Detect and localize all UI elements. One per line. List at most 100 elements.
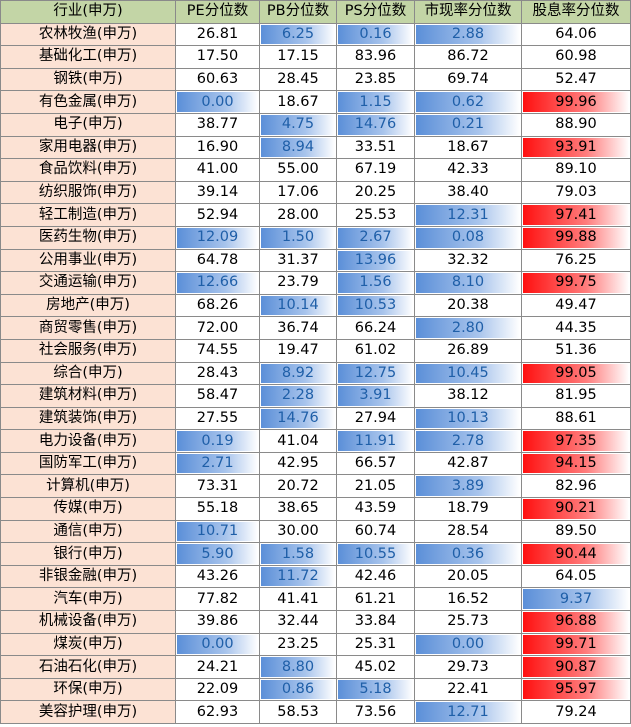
dividend-yield-percentile-cell[interactable]: 96.88 — [521, 610, 631, 634]
ps-percentile-cell[interactable]: 5.18 — [336, 677, 415, 702]
ps-percentile-cell[interactable]: 1.56 — [336, 271, 415, 295]
pe-percentile-cell[interactable]: 26.81 — [175, 22, 260, 47]
ps-percentile-cell[interactable]: 73.56 — [336, 700, 415, 724]
pcf-percentile-cell[interactable]: 69.74 — [414, 67, 522, 92]
pb-percentile-cell[interactable]: 1.50 — [259, 225, 337, 250]
pcf-percentile-cell[interactable]: 22.41 — [414, 677, 522, 702]
pb-percentile-cell[interactable]: 23.25 — [259, 632, 337, 657]
pcf-percentile-cell[interactable]: 10.13 — [414, 406, 522, 431]
dividend-yield-percentile-cell[interactable]: 52.47 — [521, 67, 631, 92]
ps-percentile-cell[interactable]: 0.16 — [336, 22, 415, 47]
pb-percentile-cell[interactable]: 8.94 — [259, 135, 337, 160]
pb-percentile-cell[interactable]: 10.14 — [259, 293, 337, 318]
pe-percentile-cell[interactable]: 39.14 — [175, 180, 260, 205]
pcf-percentile-cell[interactable]: 86.72 — [414, 45, 522, 69]
pb-percentile-cell[interactable]: 11.72 — [259, 564, 337, 589]
dividend-yield-percentile-cell[interactable]: 99.71 — [521, 632, 631, 657]
ps-percentile-cell[interactable]: 67.19 — [336, 158, 415, 182]
industry-name-cell[interactable]: 食品饮料(申万) — [0, 158, 176, 182]
ps-percentile-cell[interactable]: 66.57 — [336, 451, 415, 476]
industry-name-cell[interactable]: 通信(申万) — [0, 519, 176, 544]
pb-percentile-cell[interactable]: 4.75 — [259, 112, 337, 137]
pb-percentile-cell[interactable]: 58.53 — [259, 700, 337, 724]
pe-percentile-cell[interactable]: 10.71 — [175, 519, 260, 544]
pe-percentile-cell[interactable]: 72.00 — [175, 316, 260, 340]
dividend-yield-percentile-cell[interactable]: 64.06 — [521, 22, 631, 47]
pb-percentile-cell[interactable]: 31.37 — [259, 248, 337, 273]
pe-percentile-cell[interactable]: 58.47 — [175, 384, 260, 408]
pcf-percentile-cell[interactable]: 10.45 — [414, 361, 522, 386]
industry-name-cell[interactable]: 煤炭(申万) — [0, 632, 176, 657]
ps-percentile-cell[interactable]: 10.53 — [336, 293, 415, 318]
ps-percentile-cell[interactable]: 12.75 — [336, 361, 415, 386]
ps-percentile-cell[interactable]: 23.85 — [336, 67, 415, 92]
pb-percentile-cell[interactable]: 0.86 — [259, 677, 337, 702]
industry-name-cell[interactable]: 美容护理(申万) — [0, 700, 176, 724]
pcf-percentile-cell[interactable]: 28.54 — [414, 519, 522, 544]
pe-percentile-cell[interactable]: 2.71 — [175, 451, 260, 476]
pb-percentile-cell[interactable]: 2.28 — [259, 384, 337, 408]
pb-percentile-cell[interactable]: 17.15 — [259, 45, 337, 69]
industry-name-cell[interactable]: 环保(申万) — [0, 677, 176, 702]
pcf-percentile-cell[interactable]: 3.89 — [414, 474, 522, 499]
industry-name-cell[interactable]: 建筑材料(申万) — [0, 384, 176, 408]
pcf-percentile-cell[interactable]: 16.52 — [414, 587, 522, 612]
pe-percentile-cell[interactable]: 52.94 — [175, 203, 260, 227]
pe-percentile-cell[interactable]: 0.00 — [175, 90, 260, 114]
dividend-yield-percentile-cell[interactable]: 81.95 — [521, 384, 631, 408]
pb-percentile-cell[interactable]: 17.06 — [259, 180, 337, 205]
ps-percentile-cell[interactable]: 61.02 — [336, 338, 415, 363]
pb-percentile-cell[interactable]: 6.25 — [259, 22, 337, 47]
pcf-percentile-cell[interactable]: 2.88 — [414, 22, 522, 47]
ps-percentile-cell[interactable]: 13.96 — [336, 248, 415, 273]
pb-percentile-cell[interactable]: 14.76 — [259, 406, 337, 431]
pcf-percentile-cell[interactable]: 2.80 — [414, 316, 522, 340]
ps-percentile-cell[interactable]: 11.91 — [336, 429, 415, 453]
industry-name-cell[interactable]: 社会服务(申万) — [0, 338, 176, 363]
pb-percentile-cell[interactable]: 32.44 — [259, 610, 337, 634]
header-ps-percentile[interactable]: PS分位数 — [336, 0, 415, 24]
industry-name-cell[interactable]: 钢铁(申万) — [0, 67, 176, 92]
pe-percentile-cell[interactable]: 64.78 — [175, 248, 260, 273]
dividend-yield-percentile-cell[interactable]: 89.10 — [521, 158, 631, 182]
pe-percentile-cell[interactable]: 0.19 — [175, 429, 260, 453]
pcf-percentile-cell[interactable]: 0.00 — [414, 632, 522, 657]
pb-percentile-cell[interactable]: 28.45 — [259, 67, 337, 92]
dividend-yield-percentile-cell[interactable]: 51.36 — [521, 338, 631, 363]
dividend-yield-percentile-cell[interactable]: 99.05 — [521, 361, 631, 386]
industry-name-cell[interactable]: 非银金融(申万) — [0, 564, 176, 589]
pe-percentile-cell[interactable]: 39.86 — [175, 610, 260, 634]
pb-percentile-cell[interactable]: 41.04 — [259, 429, 337, 453]
industry-name-cell[interactable]: 汽车(申万) — [0, 587, 176, 612]
dividend-yield-percentile-cell[interactable]: 79.03 — [521, 180, 631, 205]
pe-percentile-cell[interactable]: 77.82 — [175, 587, 260, 612]
pb-percentile-cell[interactable]: 55.00 — [259, 158, 337, 182]
dividend-yield-percentile-cell[interactable]: 88.90 — [521, 112, 631, 137]
pe-percentile-cell[interactable]: 12.66 — [175, 271, 260, 295]
pcf-percentile-cell[interactable]: 0.36 — [414, 542, 522, 566]
dividend-yield-percentile-cell[interactable]: 94.15 — [521, 451, 631, 476]
pe-percentile-cell[interactable]: 17.50 — [175, 45, 260, 69]
pe-percentile-cell[interactable]: 12.09 — [175, 225, 260, 250]
industry-name-cell[interactable]: 电子(申万) — [0, 112, 176, 137]
pcf-percentile-cell[interactable]: 25.73 — [414, 610, 522, 634]
pcf-percentile-cell[interactable]: 0.08 — [414, 225, 522, 250]
ps-percentile-cell[interactable]: 33.84 — [336, 610, 415, 634]
pe-percentile-cell[interactable]: 73.31 — [175, 474, 260, 499]
industry-name-cell[interactable]: 轻工制造(申万) — [0, 203, 176, 227]
dividend-yield-percentile-cell[interactable]: 97.41 — [521, 203, 631, 227]
pe-percentile-cell[interactable]: 43.26 — [175, 564, 260, 589]
dividend-yield-percentile-cell[interactable]: 90.87 — [521, 655, 631, 679]
industry-name-cell[interactable]: 交通运输(申万) — [0, 271, 176, 295]
pe-percentile-cell[interactable]: 74.55 — [175, 338, 260, 363]
pcf-percentile-cell[interactable]: 18.79 — [414, 497, 522, 521]
industry-name-cell[interactable]: 机械设备(申万) — [0, 610, 176, 634]
pb-percentile-cell[interactable]: 23.79 — [259, 271, 337, 295]
pe-percentile-cell[interactable]: 16.90 — [175, 135, 260, 160]
ps-percentile-cell[interactable]: 83.96 — [336, 45, 415, 69]
pe-percentile-cell[interactable]: 27.55 — [175, 406, 260, 431]
pb-percentile-cell[interactable]: 19.47 — [259, 338, 337, 363]
dividend-yield-percentile-cell[interactable]: 90.21 — [521, 497, 631, 521]
pe-percentile-cell[interactable]: 28.43 — [175, 361, 260, 386]
header-pb-percentile[interactable]: PB分位数 — [259, 0, 337, 24]
